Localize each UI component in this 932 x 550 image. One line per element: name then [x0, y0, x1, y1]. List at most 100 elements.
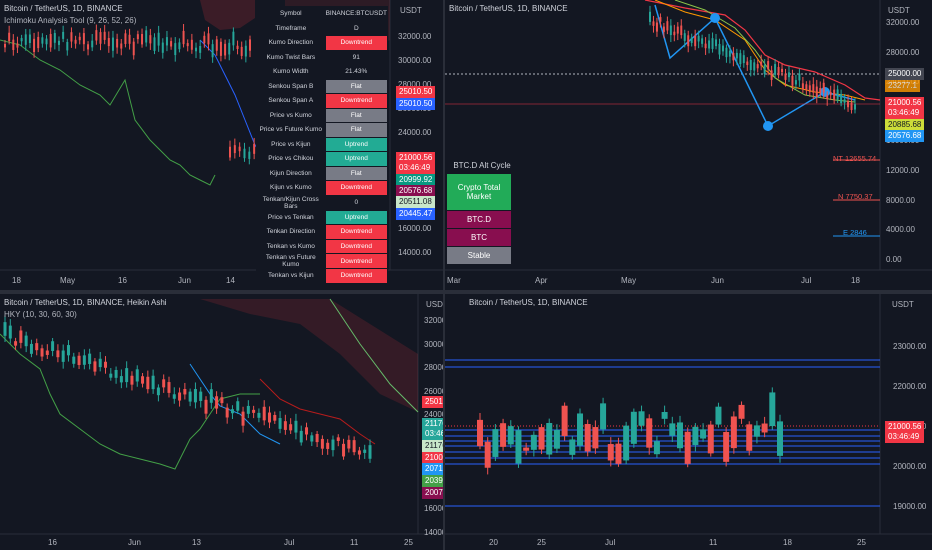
chart-pane-bottom-left[interactable]: Bitcoin / TetherUS, 1D, BINANCE, Heikin …	[0, 294, 443, 550]
candle	[24, 335, 28, 347]
price-tick-label: 30000.00	[398, 56, 432, 65]
candle	[207, 33, 210, 45]
candle	[12, 39, 15, 50]
time-tick-label: May	[621, 276, 637, 285]
indicator-label[interactable]: Ichimoku Analysis Tool (9, 26, 52, 26)	[4, 16, 137, 25]
candle	[72, 356, 76, 364]
candle	[732, 53, 735, 61]
pane-title[interactable]: Bitcoin / TetherUS, 1D, BINANCE	[4, 4, 123, 13]
table-row: Price vs Future Kumo Flat	[256, 122, 389, 138]
price-tick-label: 28000.00	[424, 363, 443, 372]
row-label: Tenkan Direction	[256, 224, 326, 240]
candle	[215, 39, 218, 51]
candle	[662, 26, 665, 32]
candle	[45, 350, 49, 355]
candle	[178, 392, 182, 401]
candle	[791, 75, 794, 86]
candle	[182, 30, 185, 45]
candle	[246, 405, 250, 414]
candle	[119, 376, 123, 383]
candle	[756, 64, 759, 69]
candle	[326, 442, 330, 449]
candle	[692, 426, 699, 446]
currency-label: USDT	[888, 6, 910, 15]
candle	[167, 382, 171, 393]
chart-canvas[interactable]	[0, 294, 443, 550]
candle	[843, 99, 846, 103]
candle	[687, 35, 690, 47]
candle	[225, 407, 229, 418]
row-value: Downtrend	[324, 180, 389, 196]
candle	[538, 427, 545, 450]
candle	[822, 82, 825, 93]
row-label: Tenkan/Kijun Cross Bars	[256, 194, 326, 211]
candle	[33, 38, 36, 52]
row-label: Price vs Kumo	[256, 107, 326, 123]
row-label: Price vs Kijun	[256, 136, 326, 152]
candle	[4, 43, 6, 48]
candle	[850, 102, 853, 111]
pane-title[interactable]: Bitcoin / TetherUS, 1D, BINANCE	[449, 4, 568, 13]
last-price: 21000.56	[399, 153, 433, 162]
price-tick-label: 28000.00	[886, 47, 920, 57]
pane-title[interactable]: Bitcoin / TetherUS, 1D, BINANCE, Heikin …	[4, 298, 167, 307]
pane-title[interactable]: Bitcoin / TetherUS, 1D, BINANCE	[469, 298, 588, 307]
price-tick-label: 30000.00	[424, 339, 443, 349]
candle	[310, 435, 314, 442]
candle	[701, 38, 704, 44]
candle	[236, 401, 240, 411]
candle	[53, 33, 56, 43]
price-tick-label: 4000.00	[886, 225, 915, 235]
price-tag: 25010.50	[422, 396, 443, 408]
candle	[211, 44, 214, 58]
chart-pane-bottom-right[interactable]: Bitcoin / TetherUS, 1D, BINANCE USDT 230…	[445, 294, 932, 550]
candle	[715, 39, 718, 47]
candle	[114, 369, 118, 378]
table-row: Tenkan Direction Downtrend	[256, 224, 389, 240]
candle	[553, 429, 560, 449]
table-row: Symbol BINANCE:BTCUSDT	[256, 6, 389, 22]
price-tag: 20718.16	[422, 463, 443, 475]
candle	[87, 44, 90, 50]
table-row: Kumo Twist Bars 91	[256, 49, 389, 65]
row-value: Flat	[324, 165, 389, 181]
alt-cycle-row-btcd: BTC.D	[447, 211, 511, 228]
price-tag: 25010.50	[396, 86, 436, 98]
row-value: Uptrend	[324, 151, 389, 167]
time-tick-label: 18	[851, 276, 860, 285]
indicator-label[interactable]: HKY (10, 30, 60, 30)	[4, 310, 77, 319]
time-tick-label: Jun	[178, 276, 191, 285]
candle	[20, 38, 23, 42]
candle	[165, 37, 168, 46]
chart-pane-top-right[interactable]: Bitcoin / TetherUS, 1D, BINANCE USDT 320…	[445, 0, 932, 290]
candle	[91, 40, 94, 48]
candle	[111, 37, 114, 51]
pane-divider-vertical[interactable]	[443, 0, 445, 550]
candle	[37, 36, 40, 49]
chart-canvas[interactable]	[445, 294, 932, 550]
row-value: Flat	[324, 107, 389, 123]
pane-divider-horizontal[interactable]	[0, 290, 932, 294]
currency-label: USDT	[426, 300, 443, 309]
candle	[8, 32, 11, 42]
candle	[683, 33, 686, 41]
candle	[124, 33, 127, 44]
price-tag: 20885.68	[885, 119, 925, 131]
candle	[107, 38, 110, 47]
candle	[238, 146, 241, 152]
candle	[190, 39, 193, 50]
price-tick-label: 24000.00	[424, 410, 443, 419]
candle	[244, 45, 247, 57]
chart-canvas[interactable]	[445, 0, 932, 290]
candle	[178, 42, 181, 50]
candle	[93, 361, 97, 372]
row-label: Kumo Direction	[256, 35, 326, 51]
candles	[477, 387, 783, 475]
candle	[769, 392, 776, 427]
candle	[477, 419, 483, 447]
candle	[315, 433, 319, 443]
candle	[57, 40, 60, 45]
price-tick-label: 19000.00	[893, 502, 927, 511]
chart-pane-top-left[interactable]: Bitcoin / TetherUS, 1D, BINANCE Ichimoku…	[0, 0, 443, 290]
row-label: Timeframe	[256, 20, 326, 36]
